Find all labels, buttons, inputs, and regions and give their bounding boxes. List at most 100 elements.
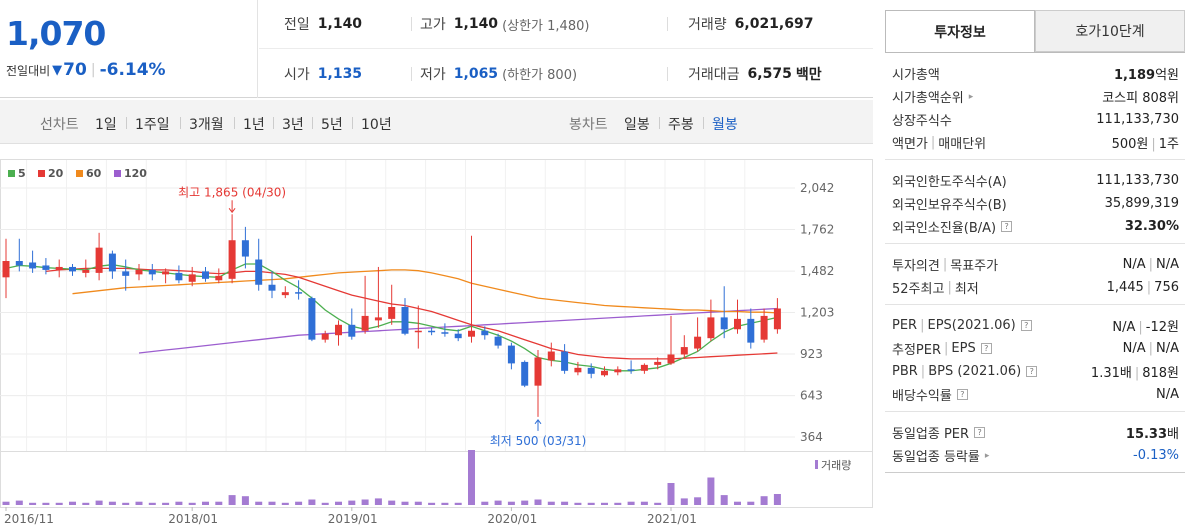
volume-bar [241,496,249,505]
tab-daily[interactable]: 일봉 [624,117,650,133]
volume-bar [135,501,143,505]
volume-bar [707,477,715,505]
low-arrow-head [534,418,542,425]
info-label-text: PBR [892,364,918,379]
info-value: 111,133,730 [1096,173,1179,188]
help-icon[interactable]: ? [956,389,968,400]
investment-info-panel: 투자정보 호가10단계 시가총액 1,189억원 시가총액순위 ▸ 코스피 808위 상장… [885,10,1187,529]
y-tick-label: 1,203 [800,306,834,320]
info-value-text: 1,445 [1106,280,1144,295]
divider [352,117,353,129]
divider [234,117,235,129]
volume-bar [2,501,10,505]
info-value-text: 배 [1167,427,1179,442]
candle-body [122,271,130,276]
candle-body [654,361,662,365]
candle-body [614,369,622,373]
info-label-text: 최저 [954,282,979,297]
volume-bar [401,501,409,505]
tab-weekly[interactable]: 주봉 [668,117,694,133]
info-label-text: 외국인한도주식수(A) [892,175,1007,190]
tab-monthly[interactable]: 월봉 [712,117,738,133]
candle-body [388,307,396,319]
prev-close: 전일 1,140 [284,16,363,33]
info-label: 상장주식수 [892,110,952,129]
candle-body [82,269,90,273]
legend-label: 60 [86,167,102,180]
y-tick-label: 643 [800,389,823,403]
tab-investment-info[interactable]: 투자정보 [885,10,1035,52]
tab-1w[interactable]: 1주일 [135,117,170,133]
volume-bar [481,501,489,505]
info-label-text: 시가총액순위 [892,91,964,106]
tab-1d[interactable]: 1일 [95,117,117,133]
info-value-text: -0.13% [1133,448,1179,463]
info-label-text: 투자의견 [892,259,940,274]
candle-body [255,259,263,285]
volume-bar [720,495,728,505]
volume-bar [547,501,555,505]
info-label: 동일업종 등락률 ▸ [892,446,989,465]
chevron-right-icon[interactable]: ▸ [984,450,990,461]
info-row: 외국인보유주식수(B) 35,899,319 [892,192,1179,215]
help-icon[interactable]: ? [1026,366,1038,377]
divider [312,117,313,129]
volume-bar [175,501,183,505]
volume-bar [122,502,130,505]
info-label: 투자의견 | 목표주가 [892,255,998,274]
tab-1y[interactable]: 1년 [243,117,265,133]
help-icon[interactable]: ? [980,343,992,354]
candle-body [507,345,515,364]
candle-body [268,284,276,291]
info-value-number: 1,189 [1113,68,1156,83]
moving-average-20 [45,267,778,360]
volume-bar [188,502,196,505]
tab-3y[interactable]: 3년 [282,117,304,133]
info-value: 15.33배 [1126,423,1179,442]
info-row: 상장주식수 111,133,730 [892,108,1179,131]
tab-3m[interactable]: 3개월 [189,117,224,133]
help-icon[interactable]: ? [974,427,986,438]
y-tick-label: 1,482 [800,264,834,278]
divider [703,117,704,129]
volume-bar [15,500,23,505]
volume-bar [108,501,116,505]
candle-body [2,261,10,278]
candle-body [494,336,502,346]
info-value: 1.31배 | 818원 [1091,362,1179,381]
info-label-text: 동일업종 PER [892,427,970,442]
volume-bar [534,499,542,505]
divider: | [1148,257,1153,272]
candle-body [135,269,143,275]
candle-body [627,369,635,371]
volume-bar [601,502,608,505]
help-icon[interactable]: ? [1001,221,1013,232]
help-icon[interactable]: ? [1020,320,1032,331]
volume-bar [654,502,662,505]
info-label-text: 추정PER [892,343,942,358]
candle-body [521,361,529,386]
high-arrow-head [228,207,236,214]
info-label: PER | EPS(2021.06)? [892,318,1032,333]
info-value-text: 111,133,730 [1096,112,1179,127]
legend-swatch [38,170,45,177]
tab-order-book-10[interactable]: 호가10단계 [1035,10,1185,52]
price-summary: 1,070 전일대비 ▼ 70 | -6.14% 전일 1,140 고가 1,1… [0,0,873,98]
divider [126,117,127,129]
info-value-text: 818원 [1142,366,1179,381]
tab-10y[interactable]: 10년 [361,117,392,133]
tab-5y[interactable]: 5년 [321,117,343,133]
volume-bar [521,500,529,505]
info-label-text: 외국인소진율(B/A) [892,221,997,236]
chart-frame [0,159,873,452]
info-value-text: N/A [1122,257,1146,272]
info-value-text: -12원 [1145,320,1179,335]
info-value-text: 35,899,319 [1104,196,1179,211]
info-value-text: 코스피 808위 [1102,91,1179,106]
chevron-right-icon[interactable]: ▸ [968,91,974,102]
candle-body [374,317,382,321]
price-change: 전일대비 ▼ 70 | -6.14% [6,60,166,80]
divider: | [942,257,948,272]
info-label: 외국인한도주식수(A) [892,171,1007,190]
volume-bar [335,501,342,505]
